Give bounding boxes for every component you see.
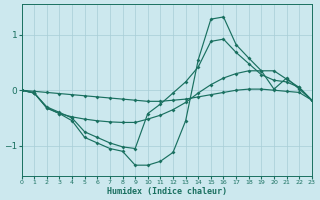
X-axis label: Humidex (Indice chaleur): Humidex (Indice chaleur) [107,187,227,196]
